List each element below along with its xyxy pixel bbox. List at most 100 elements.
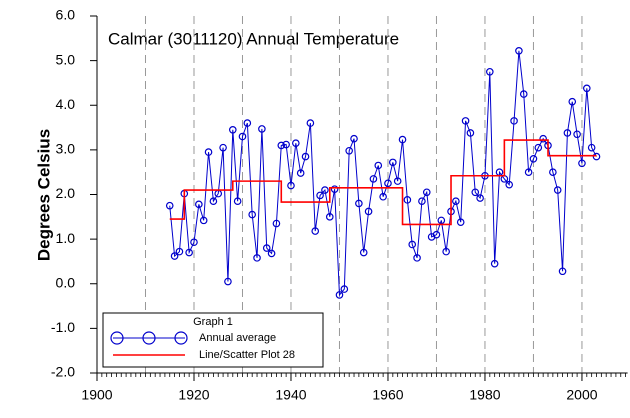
data-point (190, 238, 198, 247)
data-point (442, 247, 450, 256)
y-tick-label: 0.0 (56, 274, 76, 290)
data-point (287, 181, 295, 190)
data-point (185, 248, 193, 257)
data-point (422, 188, 431, 197)
data-point (592, 152, 601, 161)
data-point (408, 240, 417, 249)
data-point (233, 197, 242, 205)
y-tick-label: 1.0 (56, 230, 76, 246)
data-point (224, 277, 232, 286)
legend-marker (142, 331, 156, 345)
data-point (389, 158, 397, 167)
data-point (253, 254, 261, 262)
data-point (583, 84, 591, 93)
data-point (325, 213, 334, 221)
data-point (262, 244, 271, 252)
data-point (248, 210, 256, 219)
data-point (228, 125, 237, 134)
data-point (316, 191, 324, 200)
data-point (418, 197, 426, 205)
data-point (209, 197, 218, 205)
data-point (243, 119, 252, 127)
data-point (359, 248, 368, 257)
data-point (432, 230, 441, 239)
data-point (437, 216, 446, 225)
x-tick-label: 1980 (469, 387, 500, 403)
data-point (350, 134, 358, 143)
data-point (369, 175, 378, 183)
data-point (403, 196, 412, 204)
y-tick-label: 4.0 (56, 96, 76, 112)
legend-marker (110, 331, 124, 345)
data-point (282, 140, 290, 149)
data-point (519, 90, 528, 98)
data-point (292, 139, 300, 147)
y-tick-label: 6.0 (56, 7, 76, 23)
data-point (553, 186, 562, 194)
y-tick-label: -1.0 (51, 319, 75, 335)
data-point (466, 129, 475, 137)
data-point (398, 135, 407, 144)
data-point (379, 192, 387, 201)
x-tick-label: 2000 (566, 387, 597, 403)
data-point (393, 177, 402, 185)
data-point (563, 129, 572, 137)
y-tick-label: -2.0 (51, 364, 75, 380)
data-point (587, 143, 596, 152)
legend-box (102, 312, 324, 368)
legend-marker (174, 331, 188, 345)
data-point (452, 197, 460, 205)
data-point (461, 117, 470, 125)
data-point (505, 180, 514, 189)
chart-title: Calmar (3011120) Annual Temperature (108, 29, 399, 48)
y-tick-label: 3.0 (56, 141, 76, 157)
data-point (534, 143, 543, 152)
data-point (539, 134, 547, 143)
data-point (238, 132, 247, 141)
data-point (277, 141, 286, 150)
data-point (573, 130, 581, 139)
data-point (486, 67, 494, 76)
data-point (549, 168, 557, 176)
data-line (169, 50, 597, 297)
data-point (345, 146, 353, 155)
data-point (471, 188, 480, 197)
step-line (169, 139, 597, 226)
data-point (568, 97, 577, 106)
data-point (175, 247, 184, 256)
x-tick-label: 1960 (372, 387, 403, 403)
data-point (578, 159, 586, 168)
x-tick-label: 1940 (275, 387, 306, 403)
x-tick-label: 1920 (178, 387, 209, 403)
data-point (558, 267, 567, 276)
data-point (413, 254, 421, 262)
data-point (258, 125, 266, 133)
legend-label: Annual average (199, 332, 276, 344)
data-point (335, 291, 344, 299)
y-tick-label: 5.0 (56, 51, 76, 67)
data-point (321, 186, 329, 194)
data-point (272, 219, 281, 228)
legend-title: Graph 1 (193, 316, 233, 328)
data-point (374, 161, 383, 170)
data-point (301, 152, 310, 161)
data-point (165, 201, 174, 210)
y-tick-label: 2.0 (56, 185, 76, 201)
legend-label: Line/Scatter Plot 28 (199, 349, 295, 361)
data-point (204, 148, 213, 156)
data-point (195, 200, 203, 209)
data-point (311, 227, 320, 235)
data-point (170, 252, 179, 260)
data-point (524, 168, 533, 176)
data-point (267, 249, 276, 258)
data-point (296, 169, 305, 177)
data-point (199, 216, 208, 225)
x-tick-label: 1900 (81, 387, 112, 403)
data-point (384, 179, 392, 188)
data-point (490, 259, 499, 268)
data-point (515, 47, 523, 55)
data-point (456, 218, 465, 226)
data-point (476, 194, 484, 202)
data-point (340, 285, 349, 293)
